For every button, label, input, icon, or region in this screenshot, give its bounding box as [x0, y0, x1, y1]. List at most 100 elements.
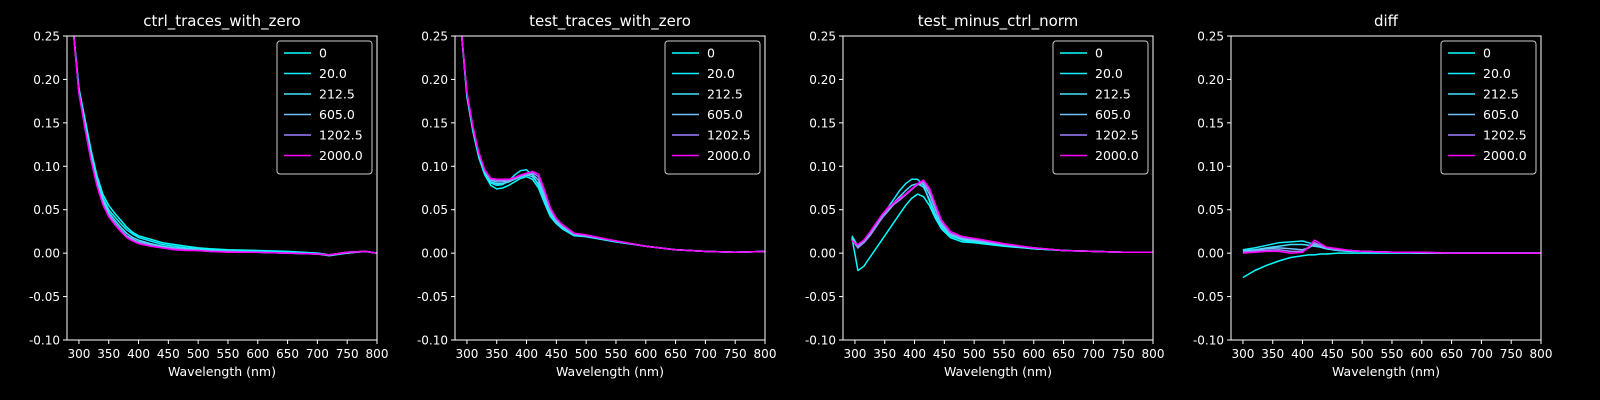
x-tick-label: 800: [754, 347, 777, 361]
y-tick-label: 0.00: [421, 247, 448, 261]
legend-label: 605.0: [707, 107, 743, 122]
y-tick-label: -0.10: [805, 334, 836, 348]
y-tick-label: 0.15: [421, 116, 448, 130]
legend: 0 20.0 212.5 605.0 1202.5 2000.0: [1440, 40, 1537, 175]
series-lines: [73, 36, 377, 257]
x-tick-label: 800: [1142, 347, 1165, 361]
y-tick-label: 0.05: [809, 203, 836, 217]
series-line-2000-0: [461, 36, 765, 254]
series-lines: [460, 36, 765, 254]
subplot-1: ctrl_traces_with_zero -0.10 -0.05 0.00 0.05 0…: [29, 12, 389, 379]
legend-label: 20.0: [319, 66, 347, 81]
subplot-title: test_minus_ctrl_norm: [918, 12, 1079, 31]
series-line-2000-0: [73, 36, 377, 256]
legend-label: 2000.0: [1095, 148, 1139, 163]
legend-label: 2000.0: [319, 148, 363, 163]
x-tick-label: 550: [217, 347, 240, 361]
x-tick-label: 350: [485, 347, 508, 361]
axes-frame: [66, 35, 378, 341]
y-tick-label: 0.10: [33, 160, 60, 174]
x-tick-label: 450: [157, 347, 180, 361]
y-tick-label: 0.00: [1197, 247, 1224, 261]
x-tick-label: 400: [127, 347, 150, 361]
series-line-2000-0: [851, 179, 1153, 254]
y-tick-label: 0.25: [33, 30, 60, 44]
subplot-2: test_traces_with_zero -0.10 -0.05 0.00 0.05 0…: [417, 12, 777, 379]
x-axis-label: Wavelength (nm): [1332, 364, 1440, 379]
legend-label: 212.5: [319, 87, 355, 102]
legend: 0 20.0 212.5 605.0 1202.5 2000.0: [664, 40, 761, 175]
x-tick-label: 650: [1440, 347, 1463, 361]
x-tick-label: 350: [97, 347, 120, 361]
legend-label: 0: [319, 46, 327, 61]
x-tick-label: 600: [634, 347, 657, 361]
series-line-20-0: [73, 36, 377, 256]
legend-label: 20.0: [707, 66, 735, 81]
y-tick-label: 0.20: [421, 73, 448, 87]
x-tick-label: 550: [605, 347, 628, 361]
legend-label: 212.5: [707, 87, 743, 102]
x-tick-label: 750: [724, 347, 747, 361]
x-tick-label: 400: [903, 347, 926, 361]
y-tick-label: 0.05: [1197, 203, 1224, 217]
subplot-title: diff: [1374, 12, 1399, 30]
legend-label: 1202.5: [319, 128, 363, 143]
y-tick-label: 0.20: [1197, 73, 1224, 87]
y-tick-label: 0.05: [33, 203, 60, 217]
axes-frame: [1230, 35, 1542, 341]
series-line-2000-0: [1242, 239, 1541, 254]
y-tick-label: 0.25: [421, 30, 448, 44]
y-tick-label: 0.15: [809, 116, 836, 130]
x-tick-label: 300: [1231, 347, 1254, 361]
series-lines: [851, 178, 1153, 272]
x-tick-label: 450: [545, 347, 568, 361]
x-tick-label: 550: [1381, 347, 1404, 361]
x-tick-label: 750: [336, 347, 359, 361]
y-tick-label: 0.10: [1197, 160, 1224, 174]
x-tick-label: 500: [575, 347, 598, 361]
legend-label: 2000.0: [707, 148, 751, 163]
y-tick-label: -0.05: [417, 290, 448, 304]
subplot-3: test_minus_ctrl_norm -0.10 -0.05 0.00 0.05 0.…: [805, 12, 1165, 379]
x-tick-label: 500: [1351, 347, 1374, 361]
subplot-4: diff -0.10 -0.05 0.00 0.05 0.10 0.15 0.20 0.25 30…: [1193, 12, 1553, 379]
subplot-title: test_traces_with_zero: [529, 12, 691, 31]
legend-label: 0: [1095, 46, 1103, 61]
x-tick-label: 300: [843, 347, 866, 361]
x-tick-label: 350: [873, 347, 896, 361]
x-tick-label: 600: [1022, 347, 1045, 361]
y-tick-label: 0.00: [33, 247, 60, 261]
legend-label: 20.0: [1095, 66, 1123, 81]
y-tick-label: -0.05: [805, 290, 836, 304]
x-tick-label: 500: [187, 347, 210, 361]
x-tick-label: 650: [664, 347, 687, 361]
x-tick-label: 600: [1410, 347, 1433, 361]
legend-label: 212.5: [1095, 87, 1131, 102]
y-tick-label: 0.25: [1197, 30, 1224, 44]
x-tick-label: 750: [1112, 347, 1135, 361]
y-tick-label: 0.05: [421, 203, 448, 217]
axes-frame: [842, 35, 1154, 341]
legend-label: 1202.5: [1095, 128, 1139, 143]
x-tick-label: 400: [1291, 347, 1314, 361]
x-axis-label: Wavelength (nm): [556, 364, 664, 379]
legend-label: 0: [1483, 46, 1491, 61]
x-tick-label: 300: [67, 347, 90, 361]
legend-label: 20.0: [1483, 66, 1511, 81]
y-tick-label: 0.15: [33, 116, 60, 130]
x-tick-label: 800: [366, 347, 389, 361]
legend-label: 0: [707, 46, 715, 61]
legend-label: 1202.5: [707, 128, 751, 143]
y-tick-label: 0.00: [809, 247, 836, 261]
x-tick-label: 300: [455, 347, 478, 361]
y-tick-label: 0.10: [809, 160, 836, 174]
legend-label: 605.0: [319, 107, 355, 122]
legend-label: 2000.0: [1483, 148, 1527, 163]
x-tick-label: 600: [246, 347, 269, 361]
series-line-212-5: [851, 182, 1153, 254]
y-tick-label: -0.05: [1193, 290, 1224, 304]
legend: 0 20.0 212.5 605.0 1202.5 2000.0: [276, 40, 373, 175]
series-lines: [1242, 239, 1541, 279]
y-tick-label: -0.10: [1193, 334, 1224, 348]
x-tick-label: 500: [963, 347, 986, 361]
